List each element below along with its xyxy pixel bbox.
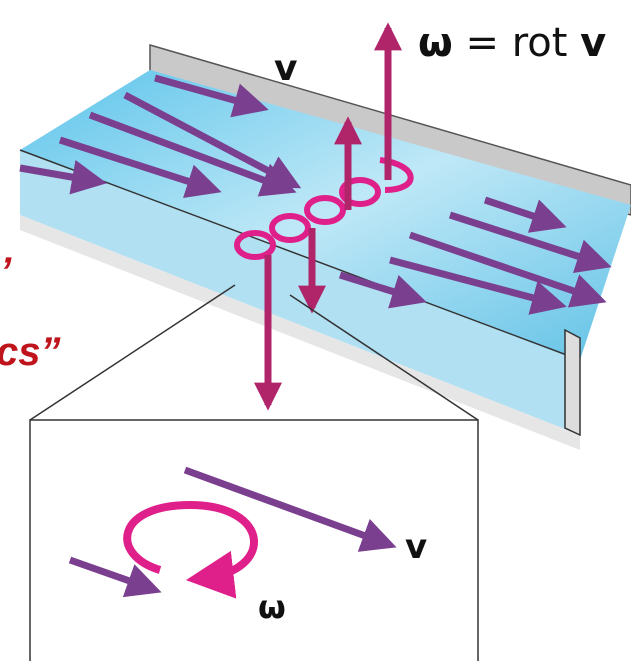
flow-label: v <box>274 48 297 89</box>
caption-fragment: ’ <box>0 250 12 294</box>
inset-vorticity-label: ω <box>258 588 286 626</box>
caption-fragment: cs” <box>0 330 61 374</box>
inset-arrows <box>70 470 390 590</box>
omega: ω <box>418 20 453 66</box>
vorticity-diagram: ω = rot v v v ω ’ cs” <box>0 0 631 661</box>
inset-velocity-label: v <box>405 527 427 567</box>
equals-rot: = rot <box>465 20 567 66</box>
equation: ω = rot v <box>418 20 606 66</box>
v: v <box>580 20 606 66</box>
